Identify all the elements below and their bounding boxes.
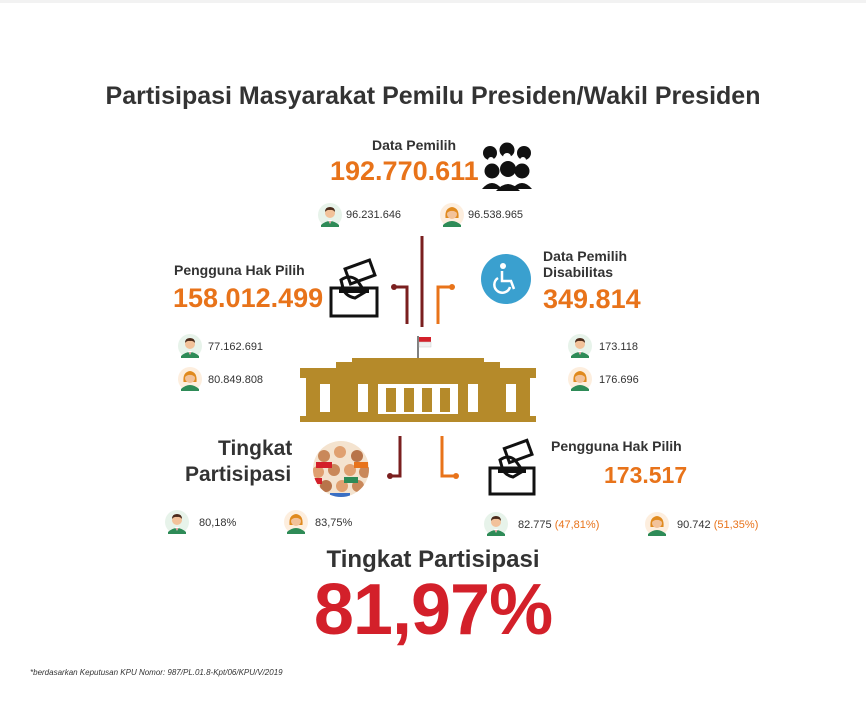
voters-total: 192.770.611 [330, 156, 479, 186]
male-avatar-icon [165, 510, 189, 534]
male-avatar-icon [484, 512, 508, 536]
users-male: 77.162.691 [208, 341, 264, 353]
female-avatar-icon [178, 367, 202, 391]
voters-male: 96.231.646 [346, 209, 402, 221]
disabled-label-2: Disabilitas [543, 264, 614, 280]
wheelchair-icon [481, 254, 531, 304]
disabled-users-female-count: 90.742 [677, 519, 711, 531]
disabled-users-male-pct: (47,81%) [554, 519, 600, 531]
disabled-female: 176.696 [599, 374, 639, 386]
female-avatar-icon [284, 510, 308, 534]
voters-female: 96.538.965 [468, 209, 524, 221]
male-avatar-icon [568, 334, 592, 358]
disabled-users-male-count: 82.775 [518, 519, 552, 531]
participation-male: 80,18% [199, 517, 237, 529]
disabled-users-label: Pengguna Hak Pilih [551, 438, 682, 454]
disabled-male: 173.118 [599, 341, 638, 353]
overall-value: 81,97% [313, 570, 553, 650]
ballot-box-icon [329, 258, 379, 318]
female-avatar-icon [645, 512, 669, 536]
top-border [0, 0, 866, 3]
people-group-icon [482, 142, 532, 191]
participation-label-2: Partisipasi [185, 463, 292, 486]
disabled-users-female-pct: (51,35%) [713, 519, 759, 531]
ballot-box-icon [488, 438, 536, 496]
disabled-label-1: Data Pemilih [543, 248, 628, 264]
female-avatar-icon [440, 203, 464, 227]
male-avatar-icon [178, 334, 202, 358]
female-avatar-icon [568, 367, 592, 391]
disabled-users-male: 82.775 (47,81%) [518, 519, 599, 531]
building-icon [300, 336, 536, 422]
users-total: 158.012.499 [173, 283, 324, 313]
footnote: *berdasarkan Keputusan KPU Nomor: 987/PL… [30, 668, 283, 677]
male-avatar-icon [318, 203, 342, 227]
participation-female: 83,75% [315, 517, 353, 529]
disabled-users-female: 90.742 (51,35%) [677, 519, 758, 531]
overall-label: Tingkat Partisipasi [326, 546, 540, 573]
page-title: Partisipasi Masyarakat Pemilu Presiden/W… [105, 82, 761, 110]
disabled-users-total: 173.517 [604, 462, 688, 488]
disabled-total: 349.814 [543, 284, 641, 314]
crowd-icon [313, 441, 369, 497]
users-label: Pengguna Hak Pilih [174, 262, 305, 278]
participation-label-1: Tingkat [218, 437, 293, 460]
users-female: 80.849.808 [208, 374, 264, 386]
voters-label: Data Pemilih [372, 137, 457, 153]
connector-lines [387, 236, 459, 479]
